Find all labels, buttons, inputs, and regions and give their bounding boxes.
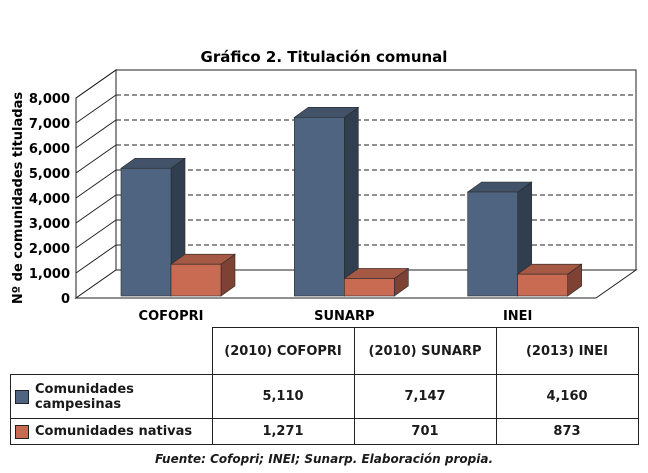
x-tick-label-inei: INEI [503,309,532,324]
chart-title: Gráfico 2. Titulación comunal [201,48,448,66]
bar-cofopri-campesinas [120,167,172,297]
bar-inei-nativas [517,273,568,297]
legend-label-nativas: Comunidades nativas [35,424,193,439]
gridline-side [75,119,117,149]
gridline-side [75,194,117,224]
legend-swatch-campesinas [15,389,29,404]
x-tick-label-cofopri: COFOPRI [139,309,204,324]
table-row-label-nativas: Comunidades nativas [10,418,213,445]
gridline-side [75,169,117,199]
y-tick-label: 2,000 [29,242,70,257]
y-tick-label: 0 [61,292,70,307]
y-axis-label: Nº de comunidades tituladas [11,92,26,304]
gridline-side [75,69,117,99]
bar-side-sunarp-0 [344,106,359,297]
bar-cofopri-nativas [170,263,222,297]
y-tick-label: 7,000 [29,117,70,132]
gridline-side [75,144,117,174]
gridline-side [75,94,117,124]
data-table: (2010) COFOPRI (2010) SUNARP (2013) INEI… [10,327,639,445]
table-header-inei: (2013) INEI [495,327,639,375]
y-tick-label: 5,000 [29,167,70,182]
bar-sunarp-nativas [344,278,395,297]
legend-swatch-nativas [15,424,29,439]
legend-label-campesinas: Comunidades campesinas [35,381,134,412]
table-cell: 1,271 [211,418,355,445]
gridline-side [75,244,117,274]
y-tick-label: 1,000 [29,267,70,282]
table-cell: 4,160 [495,374,639,419]
y-tick-label: 8,000 [29,92,70,107]
bar-inei-campesinas [467,191,518,297]
y-tick-label: 6,000 [29,142,70,157]
table-cell: 701 [353,418,497,445]
table-row-label-campesinas: Comunidades campesinas [10,374,213,419]
x-tick-label-sunarp: SUNARP [314,309,374,324]
y-tick-label: 4,000 [29,192,70,207]
source-note: Fuente: Cofopri; INEI; Sunarp. Elaboraci… [154,452,493,466]
y-tick-label: 3,000 [29,217,70,232]
table-cell: 5,110 [211,374,355,419]
table-header-cofopri: (2010) COFOPRI [211,327,355,375]
table-cell: 873 [495,418,639,445]
table-cell: 7,147 [353,374,497,419]
bar-sunarp-campesinas [294,117,345,297]
chart: Gráfico 2. Titulación comunal 0 1,000 2,000… [11,48,638,324]
table-header-sunarp: (2010) SUNARP [353,327,497,375]
gridline-side [75,219,117,249]
